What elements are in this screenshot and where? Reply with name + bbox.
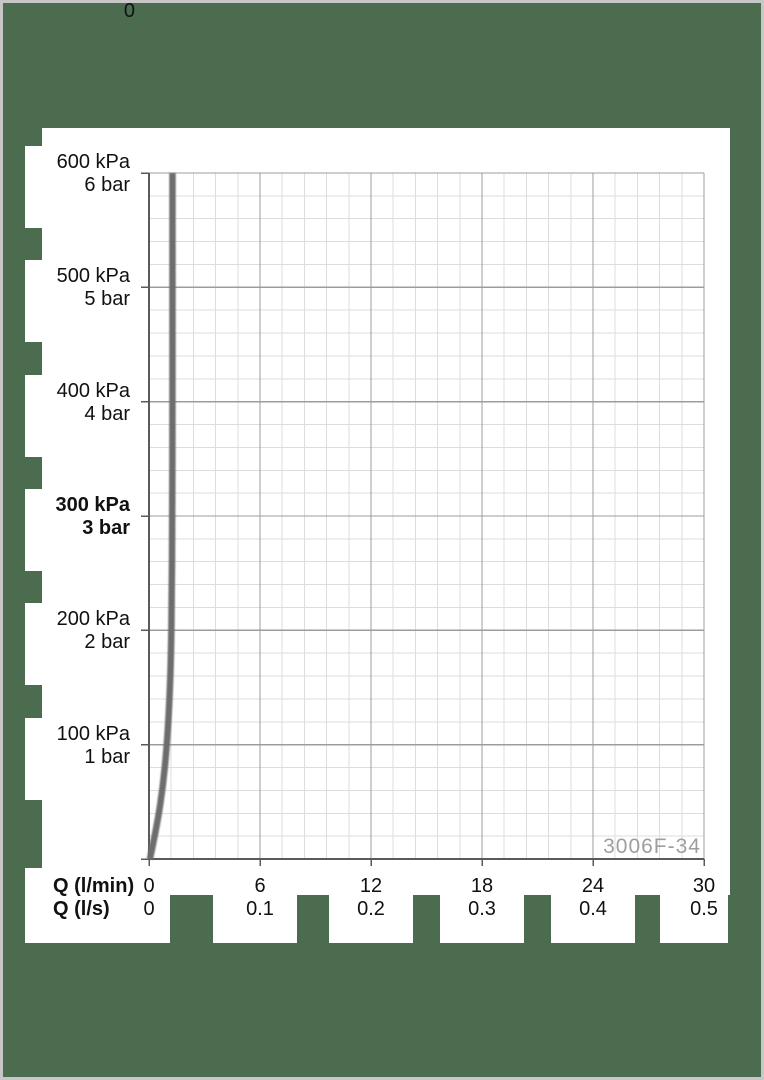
y-axis-label-100: 100 kPa 1 bar: [20, 723, 130, 769]
y-label-kpa: 400 kPa: [56, 380, 130, 402]
left-label-tab: [25, 375, 42, 457]
x-tick-ls: 0.1: [246, 898, 274, 920]
x-tick-ls: 0.5: [690, 898, 718, 920]
y-label-bar: 3 bar: [82, 517, 130, 539]
left-label-tab: [25, 718, 42, 800]
y-label-kpa: 500 kPa: [56, 265, 130, 287]
y-label-bar: 5 bar: [84, 288, 130, 310]
y-label-bar: 4 bar: [84, 403, 130, 425]
product-code-label: 3006F-34: [603, 835, 701, 858]
y-label-kpa: 200 kPa: [56, 608, 130, 630]
chart-panel: [42, 128, 730, 895]
y-axis-label-0: 0: [123, 0, 135, 22]
x-tick-ls: 0.4: [579, 898, 607, 920]
x-tick-ls: 0.3: [468, 898, 496, 920]
y-axis-label-200: 200 kPa 2 bar: [20, 608, 130, 654]
x-tick-lmin: 0: [143, 875, 155, 897]
x-tick-lmin: 18: [470, 875, 494, 897]
bottom-label-tab: [551, 895, 635, 943]
y-axis-label-600: 600 kPa 6 bar: [20, 151, 130, 197]
y-axis-label-500: 500 kPa 5 bar: [20, 265, 130, 311]
y-label-bar: 1 bar: [84, 746, 130, 768]
bottom-label-tab: [660, 895, 728, 943]
y-label-bar: 2 bar: [84, 631, 130, 653]
left-label-tab: [25, 489, 42, 571]
y-label-kpa: 100 kPa: [56, 723, 130, 745]
bottom-label-tab: [440, 895, 524, 943]
y-label-kpa: 600 kPa: [56, 151, 130, 173]
bottom-label-tab: [213, 895, 297, 943]
y-label-bar: 6 bar: [84, 174, 130, 196]
x-tick-ls: 0: [143, 898, 155, 920]
y-label-kpa: 300 kPa: [55, 494, 130, 516]
x-axis-title-ls: Q (l/s): [53, 898, 110, 920]
x-axis-title-lmin: Q (l/min): [53, 875, 135, 897]
left-label-tab: [25, 146, 42, 228]
x-tick-lmin: 12: [359, 875, 383, 897]
y-axis-label-400: 400 kPa 4 bar: [20, 380, 130, 426]
bottom-label-tab: [329, 895, 413, 943]
x-tick-lmin: 30: [692, 875, 716, 897]
x-tick-lmin: 6: [254, 875, 266, 897]
bottom-axis-title-tab: [25, 868, 170, 943]
x-tick-ls: 0.2: [357, 898, 385, 920]
left-label-tab: [25, 260, 42, 342]
y-axis-label-300: 300 kPa 3 bar: [20, 494, 130, 540]
left-label-tab: [25, 603, 42, 685]
x-tick-lmin: 24: [581, 875, 605, 897]
